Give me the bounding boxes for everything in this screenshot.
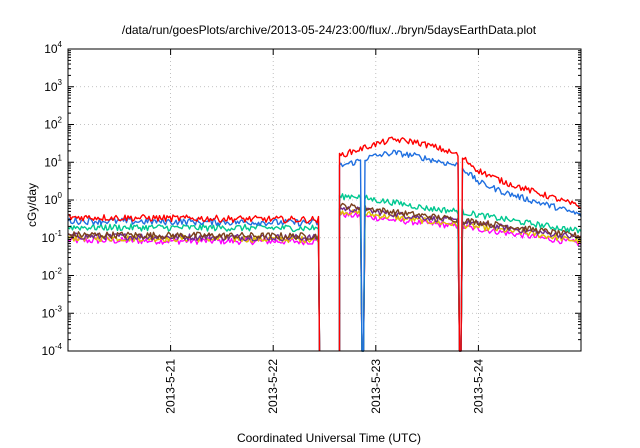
y-tick-label: 10-4 — [42, 342, 63, 358]
y-tick-label: 104 — [44, 40, 62, 56]
axes: 10-4 10-3 10-2 10-1 100 101 102 103 104 2013-5-21… — [42, 40, 582, 414]
y-tick-label: 102 — [44, 116, 62, 132]
series-layer — [67, 136, 582, 352]
x-tick-label: 2013-5-24 — [471, 359, 485, 414]
y-tick-label: 103 — [44, 78, 62, 94]
series-line-2 — [67, 149, 582, 352]
x-tick-label: 2013-5-23 — [369, 359, 383, 414]
series-line-4 — [67, 202, 582, 352]
x-tick-label: 2013-5-22 — [266, 359, 280, 414]
x-axis-label: Coordinated Universal Time (UTC) — [237, 431, 421, 445]
series-line-7 — [67, 211, 582, 352]
y-tick-label: 100 — [44, 191, 62, 207]
y-tick-label: 10-3 — [42, 304, 63, 320]
y-tick-label: 101 — [44, 153, 62, 169]
grid — [68, 49, 581, 351]
chart-title: /data/run/goesPlots/archive/2013-05-24/2… — [122, 23, 537, 37]
plot-frame — [67, 48, 582, 352]
y-axis-label: cGy/day — [25, 183, 39, 227]
x-tick-label: 2013-5-21 — [164, 359, 178, 414]
y-tick-label: 10-1 — [42, 229, 63, 245]
series-line-1 — [67, 136, 582, 352]
y-tick-label: 10-2 — [42, 267, 63, 283]
